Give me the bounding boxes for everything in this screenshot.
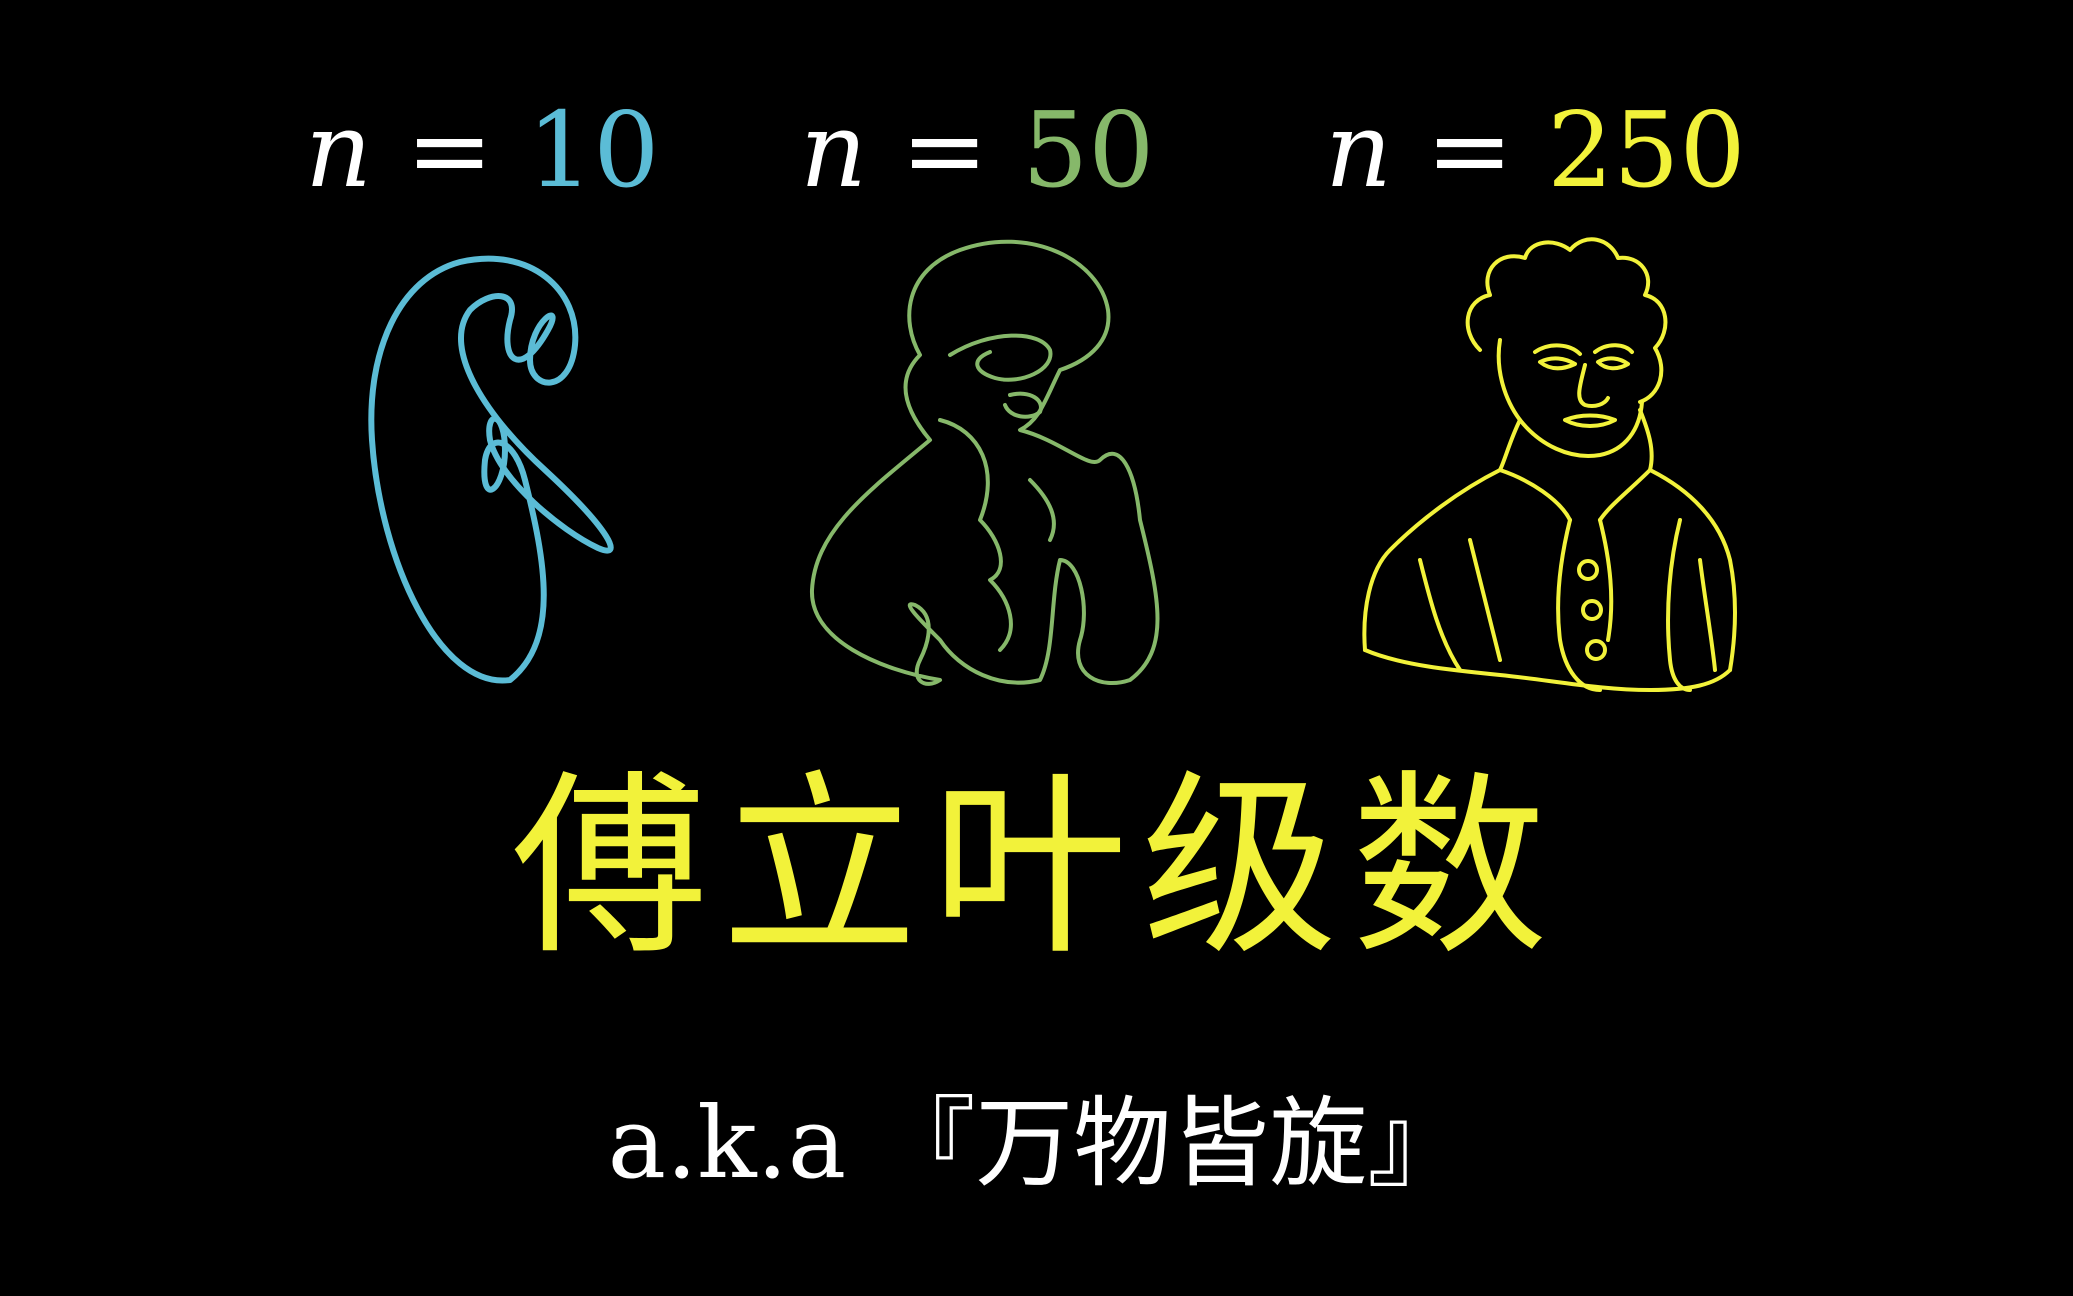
label-variable: n	[305, 89, 372, 211]
subtitle: a.k.a 『万物皆旋』	[607, 1087, 1466, 1201]
label-n-250: n = 250	[1325, 95, 1746, 205]
label-value: 10	[527, 89, 660, 211]
fourier-drawing-50	[809, 239, 1160, 686]
label-variable: n	[800, 89, 867, 211]
main-title: 傅立叶级数	[511, 754, 1562, 982]
label-value: 50	[1022, 89, 1155, 211]
label-variable: n	[1325, 89, 1392, 211]
fourier-drawing-10	[368, 255, 614, 684]
label-equals: =	[1425, 89, 1514, 211]
label-value: 250	[1547, 89, 1746, 211]
label-n-10: n = 10	[305, 95, 659, 205]
fourier-drawing-250	[1362, 237, 1737, 692]
label-n-50: n = 50	[800, 95, 1154, 205]
label-equals: =	[900, 89, 989, 211]
label-equals: =	[405, 89, 494, 211]
